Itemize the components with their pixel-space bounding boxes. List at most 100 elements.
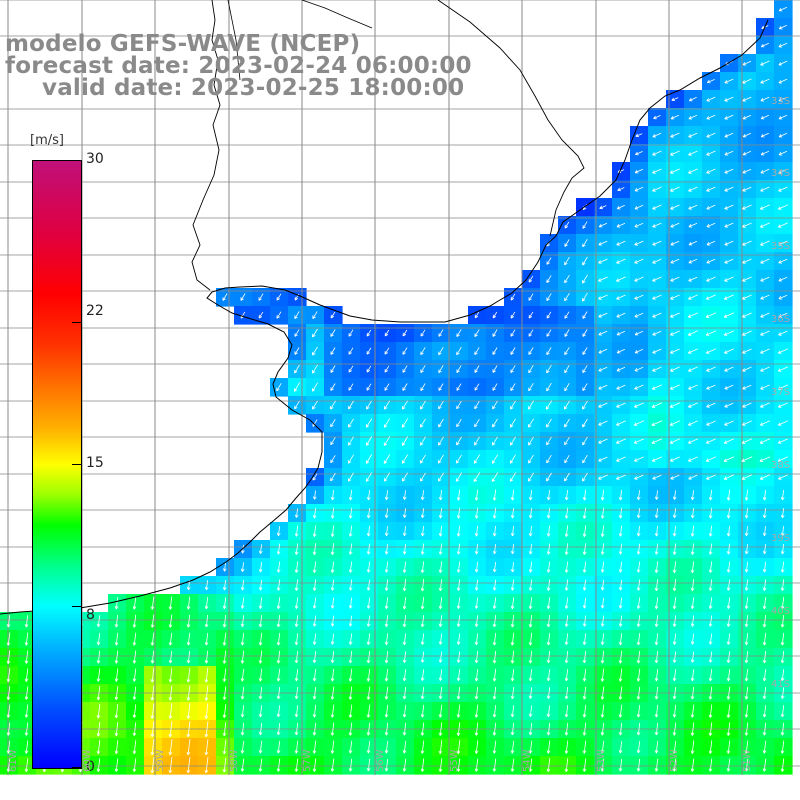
wind-speed-cell	[504, 396, 523, 415]
wind-vector-arrow	[760, 384, 770, 390]
wind-speed-cell	[468, 468, 487, 487]
wind-vector-arrow	[420, 508, 425, 519]
wind-vector-arrow	[492, 632, 497, 646]
river-parana-path	[191, 0, 221, 291]
wind-vector-arrow	[634, 312, 644, 318]
wind-vector-arrow	[474, 758, 479, 772]
wind-vector-arrow	[582, 704, 587, 718]
wind-vector-arrow	[652, 150, 662, 156]
wind-speed-cell	[414, 414, 433, 433]
wind-vector-arrow	[6, 722, 11, 736]
wind-vector-arrow	[653, 115, 661, 120]
wind-vector-arrow	[132, 596, 137, 610]
wind-vector-arrow	[636, 579, 641, 591]
wind-vector-arrow	[492, 436, 498, 446]
wind-vector-arrow	[455, 472, 463, 482]
wind-vector-arrow	[96, 633, 101, 646]
wind-vector-arrow	[778, 6, 788, 12]
wind-speed-cell	[540, 414, 559, 433]
wind-vector-arrow	[528, 614, 533, 628]
wind-speed-cell	[360, 342, 379, 361]
wind-vector-arrow	[510, 579, 515, 591]
wind-vector-arrow	[744, 615, 749, 628]
wind-vector-arrow	[474, 722, 479, 736]
wind-vector-arrow	[744, 686, 749, 700]
wind-speed-cell	[396, 450, 415, 469]
wind-vector-arrow	[670, 294, 680, 300]
wind-vector-arrow	[780, 722, 785, 736]
wind-vector-arrow	[186, 596, 191, 610]
wind-vector-arrow	[132, 668, 137, 682]
longitude-label: 57W	[302, 749, 313, 772]
wind-vector-arrow	[258, 579, 263, 591]
wind-vector-arrow	[456, 704, 461, 718]
wind-vector-arrow	[564, 472, 570, 482]
wind-vector-arrow	[150, 685, 155, 701]
wind-vector-arrow	[510, 687, 515, 700]
wind-vector-arrow	[509, 454, 517, 464]
wind-vector-arrow	[366, 347, 372, 355]
wind-vector-arrow	[528, 543, 533, 555]
wind-speed-cell	[306, 306, 325, 325]
wind-vector-arrow	[492, 329, 498, 337]
wind-vector-arrow	[652, 168, 662, 174]
wind-vector-arrow	[634, 258, 644, 264]
wind-speed-cell	[576, 234, 595, 253]
wind-vector-arrow	[726, 740, 731, 754]
wind-vector-arrow	[760, 312, 770, 318]
wind-vector-arrow	[546, 758, 551, 773]
wind-vector-arrow	[564, 507, 569, 519]
wind-vector-arrow	[312, 615, 317, 627]
wind-vector-arrow	[474, 668, 479, 682]
wind-speed-cell	[432, 468, 451, 487]
wind-speed-cell	[306, 378, 325, 397]
wind-vector-arrow	[634, 366, 644, 372]
wind-vector-arrow	[780, 526, 785, 537]
wind-vector-arrow	[168, 614, 173, 628]
wind-vector-arrow	[760, 114, 770, 120]
wind-vector-arrow	[528, 400, 534, 410]
wind-speed-cell	[450, 396, 469, 415]
wind-vector-arrow	[492, 544, 497, 555]
wind-vector-arrow	[510, 561, 515, 573]
wind-vector-arrow	[96, 703, 101, 719]
wind-vector-arrow	[402, 740, 407, 754]
wind-speed-cell	[540, 324, 559, 343]
wind-vector-arrow	[652, 276, 662, 282]
wind-speed-cell	[486, 306, 505, 325]
wind-vector-arrow	[706, 258, 716, 264]
wind-vector-arrow	[204, 685, 209, 701]
wind-vector-arrow	[706, 222, 716, 228]
wind-speed-cell	[504, 378, 523, 397]
wind-speed-cell	[270, 378, 289, 397]
wind-vector-arrow	[582, 329, 588, 337]
wind-vector-arrow	[582, 274, 588, 284]
wind-vector-arrow	[742, 258, 752, 264]
wind-vector-arrow	[780, 596, 785, 610]
wind-vector-arrow	[634, 456, 644, 462]
wind-vector-arrow	[456, 722, 461, 736]
wind-speed-cell	[306, 360, 325, 379]
coastline-path	[0, 19, 769, 615]
wind-speed-cell	[396, 360, 415, 379]
wind-vector-arrow	[402, 400, 408, 410]
wind-vector-arrow	[204, 632, 209, 646]
wind-vector-arrow	[474, 383, 480, 391]
wind-vector-arrow	[240, 758, 245, 772]
wind-vector-arrow	[616, 330, 626, 336]
wind-speed-cell	[576, 432, 595, 451]
wind-vector-arrow	[636, 508, 641, 519]
wind-vector-arrow	[222, 686, 227, 700]
wind-vector-arrow	[582, 597, 587, 609]
wind-vector-arrow	[726, 651, 731, 663]
wind-vector-arrow	[759, 474, 770, 480]
wind-vector-arrow	[528, 275, 534, 283]
wind-vector-arrow	[528, 418, 534, 428]
wind-vector-arrow	[312, 382, 318, 392]
wind-vector-arrow	[708, 489, 713, 501]
wind-vector-arrow	[222, 704, 227, 718]
wind-speed-cell	[558, 270, 577, 289]
wind-vector-arrow	[706, 132, 716, 138]
wind-speed-cell	[468, 378, 487, 397]
wind-vector-arrow	[456, 615, 461, 627]
